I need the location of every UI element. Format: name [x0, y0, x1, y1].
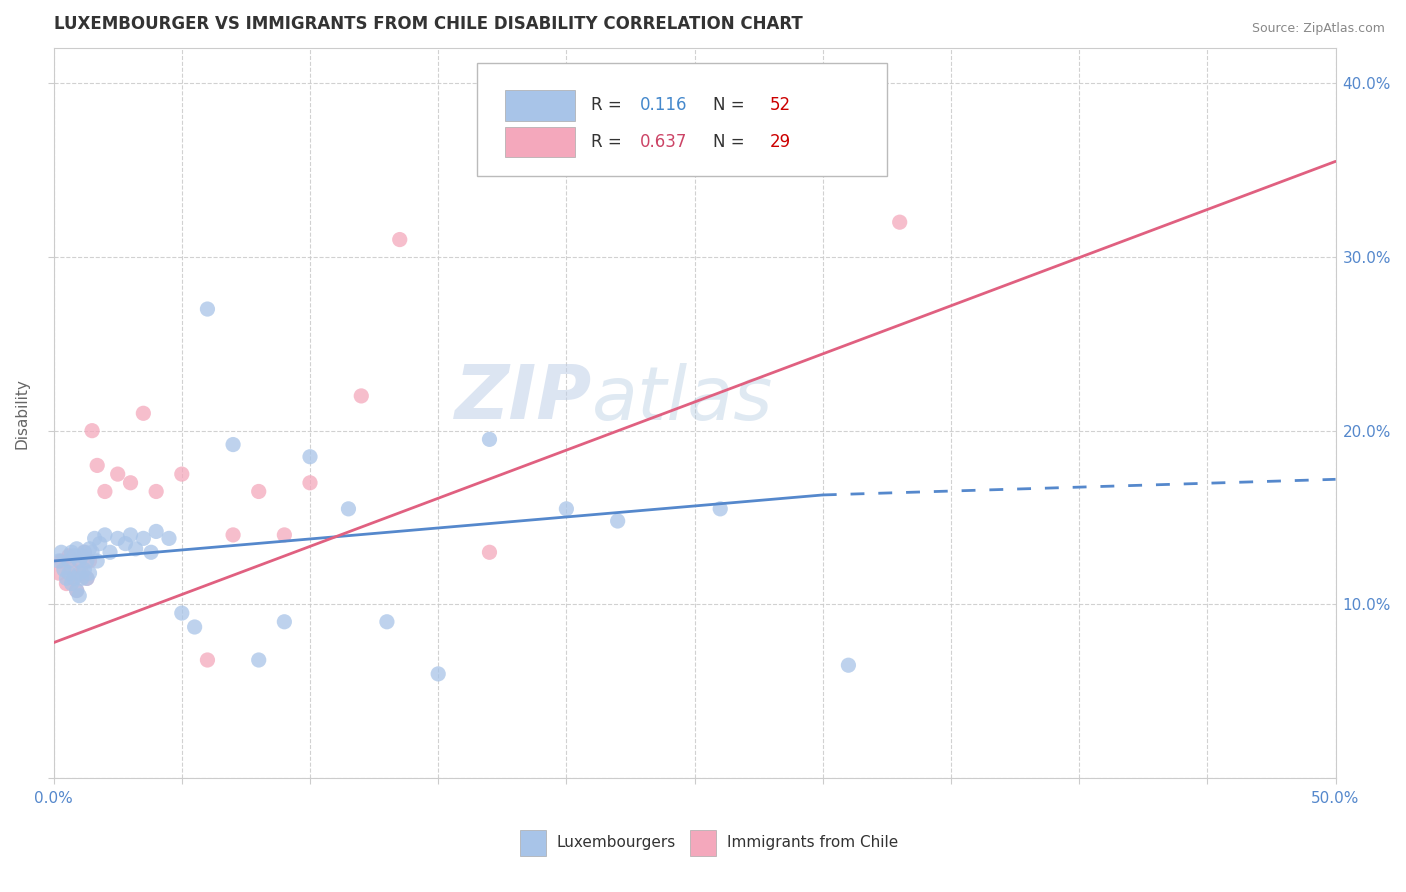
Point	[70, 571, 93, 585]
Point	[337, 501, 360, 516]
Text: 52: 52	[770, 96, 792, 114]
Point	[145, 524, 167, 539]
Text: 0.637: 0.637	[640, 133, 688, 151]
Point	[709, 501, 731, 516]
Point	[73, 545, 96, 559]
Text: N =: N =	[713, 133, 749, 151]
Point	[478, 433, 501, 447]
FancyBboxPatch shape	[505, 90, 575, 120]
Text: 29: 29	[770, 133, 792, 151]
Point	[67, 589, 90, 603]
Point	[222, 528, 245, 542]
Point	[94, 484, 117, 499]
Point	[247, 653, 270, 667]
Point	[273, 528, 295, 542]
Point	[80, 545, 103, 559]
FancyBboxPatch shape	[477, 63, 887, 176]
Point	[132, 406, 155, 420]
Point	[120, 528, 142, 542]
Point	[51, 545, 73, 559]
Text: 0.116: 0.116	[640, 96, 688, 114]
Point	[157, 532, 180, 546]
Point	[86, 554, 108, 568]
Point	[170, 467, 193, 482]
Point	[94, 528, 117, 542]
Point	[298, 450, 321, 464]
Point	[86, 458, 108, 473]
Point	[183, 620, 205, 634]
Text: Immigrants from Chile: Immigrants from Chile	[727, 836, 898, 850]
Point	[555, 501, 578, 516]
Point	[606, 514, 628, 528]
Point	[66, 583, 89, 598]
Point	[247, 484, 270, 499]
Text: Source: ZipAtlas.com: Source: ZipAtlas.com	[1251, 22, 1385, 36]
Point	[124, 541, 146, 556]
Point	[63, 549, 86, 563]
Point	[51, 554, 73, 568]
FancyBboxPatch shape	[505, 127, 575, 157]
Y-axis label: Disability: Disability	[15, 378, 30, 449]
Point	[80, 424, 103, 438]
Point	[66, 541, 89, 556]
Point	[60, 563, 83, 577]
Point	[76, 571, 98, 585]
Text: N =: N =	[713, 96, 749, 114]
Text: LUXEMBOURGER VS IMMIGRANTS FROM CHILE DISABILITY CORRELATION CHART: LUXEMBOURGER VS IMMIGRANTS FROM CHILE DI…	[53, 15, 803, 33]
Text: Luxembourgers: Luxembourgers	[557, 836, 676, 850]
Point	[60, 545, 83, 559]
Point	[76, 554, 98, 568]
Point	[52, 563, 75, 577]
Point	[170, 606, 193, 620]
Point	[83, 532, 105, 546]
Point	[79, 554, 101, 568]
Point	[66, 583, 89, 598]
Point	[70, 549, 93, 563]
Point	[79, 566, 101, 581]
Point	[67, 554, 90, 568]
Point	[89, 536, 111, 550]
Point	[48, 566, 70, 581]
Point	[58, 566, 80, 581]
Point	[197, 653, 219, 667]
Point	[79, 541, 101, 556]
Text: atlas: atlas	[592, 363, 773, 434]
Point	[375, 615, 398, 629]
Point	[107, 532, 129, 546]
Point	[889, 215, 911, 229]
Text: R =: R =	[591, 133, 627, 151]
Point	[63, 571, 86, 585]
Point	[478, 545, 501, 559]
Point	[67, 554, 90, 568]
Point	[55, 576, 77, 591]
Point	[58, 554, 80, 568]
Point	[73, 563, 96, 577]
Text: R =: R =	[591, 96, 627, 114]
Point	[427, 666, 450, 681]
Point	[139, 545, 162, 559]
Point	[98, 545, 121, 559]
Text: ZIP: ZIP	[454, 362, 592, 435]
Point	[107, 467, 129, 482]
Point	[273, 615, 295, 629]
Point	[388, 233, 411, 247]
Point	[298, 475, 321, 490]
Point	[350, 389, 373, 403]
Point	[63, 571, 86, 585]
Point	[76, 571, 98, 585]
Point	[145, 484, 167, 499]
Point	[197, 301, 219, 316]
Point	[58, 549, 80, 563]
Point	[73, 545, 96, 559]
Point	[837, 658, 859, 673]
Point	[67, 566, 90, 581]
Point	[48, 554, 70, 568]
Point	[60, 576, 83, 591]
Point	[70, 566, 93, 581]
Point	[132, 532, 155, 546]
Point	[55, 571, 77, 585]
Point	[114, 536, 136, 550]
Point	[120, 475, 142, 490]
Point	[222, 437, 245, 451]
